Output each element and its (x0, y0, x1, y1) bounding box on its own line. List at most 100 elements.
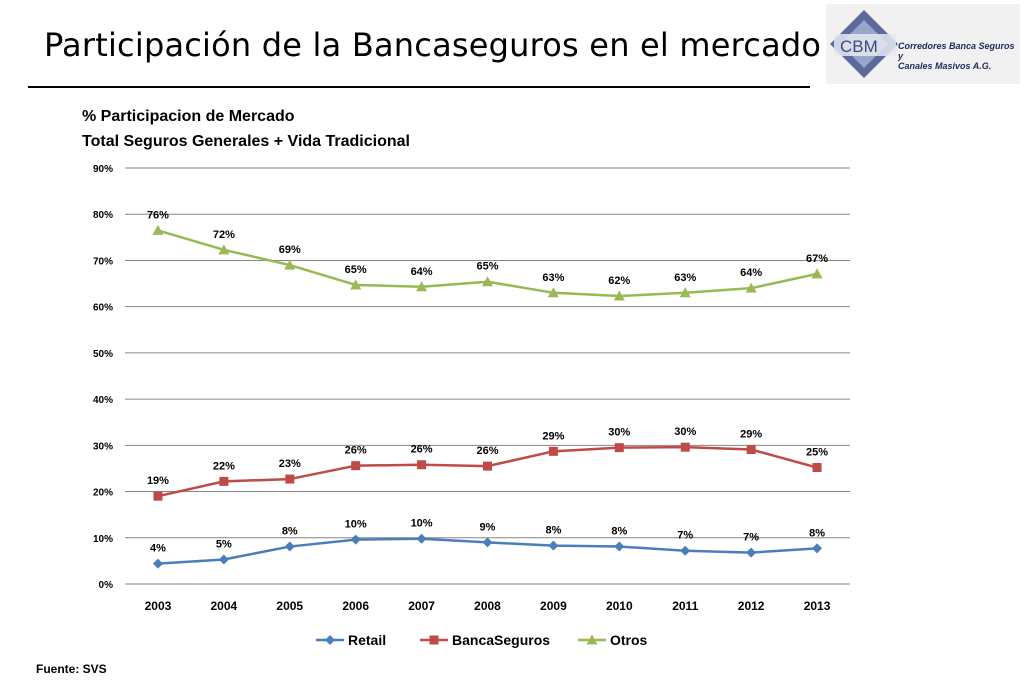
data-point (416, 281, 428, 292)
data-label: 7% (743, 532, 759, 544)
data-point (483, 461, 492, 471)
y-tick-label: 30% (93, 441, 113, 452)
slide-title: Participación de la Bancaseguros en el m… (44, 26, 822, 64)
data-point (745, 282, 757, 293)
y-tick-label: 20% (93, 488, 113, 499)
data-label: 30% (608, 427, 630, 439)
data-point (350, 534, 361, 545)
data-point (218, 244, 230, 255)
data-label: 64% (411, 266, 433, 278)
data-label: 29% (740, 428, 762, 440)
data-label: 63% (674, 272, 696, 284)
legend-marker (586, 634, 598, 645)
cbm-logo-mark: CBM (830, 10, 898, 78)
data-point (680, 545, 691, 556)
data-point (613, 290, 625, 301)
logo-text: Corredores Banca Seguros y Canales Masiv… (898, 41, 1018, 71)
data-point (482, 276, 493, 287)
data-label: 26% (345, 445, 367, 457)
data-point (614, 541, 625, 552)
data-label: 72% (213, 229, 235, 241)
y-tick-label: 40% (93, 395, 113, 406)
data-label: 64% (740, 267, 762, 279)
legend-item-otros: Otros (578, 632, 648, 648)
legend-marker (429, 635, 439, 645)
y-tick-label: 70% (93, 256, 113, 267)
data-point (746, 547, 757, 558)
legend-marker (325, 635, 335, 645)
data-label: 10% (411, 518, 433, 530)
chart-title: % Participacion de Mercado (82, 108, 295, 125)
x-tick-label: 2005 (276, 599, 303, 613)
data-label: 65% (345, 264, 367, 276)
legend-label: BancaSeguros (452, 632, 550, 648)
data-label: 30% (674, 426, 696, 438)
data-label: 8% (611, 526, 627, 538)
logo-line-1: Corredores Banca Seguros y (898, 41, 1015, 61)
data-label: 29% (542, 430, 564, 442)
source-note: Fuente: SVS (36, 662, 107, 676)
data-point (746, 444, 756, 454)
data-point (680, 442, 690, 452)
data-label: 8% (809, 527, 825, 539)
data-label: 10% (345, 519, 367, 531)
data-label: 67% (806, 253, 828, 265)
data-point (547, 287, 559, 298)
logo-line-2: Canales Masivos A.G. (898, 61, 992, 71)
gridlines (125, 167, 850, 585)
series-bancaseguros: 19% 22% 23% 26% 26% 26% 29% 30% 30% 29% 25% (147, 426, 828, 501)
title-divider (28, 86, 810, 88)
data-label: 26% (476, 445, 498, 457)
data-point (548, 446, 558, 456)
data-point (482, 537, 493, 548)
data-point (417, 460, 427, 470)
data-point (350, 279, 362, 290)
cbm-logo: CBM Corredores Banca Seguros y Canales M… (826, 4, 1020, 84)
y-axis-ticks: 0% 10% 20% 30% 40% 50% 60% 70% 80% 90% (93, 164, 113, 591)
data-point (614, 443, 624, 453)
data-point (284, 259, 296, 270)
x-tick-label: 2010 (606, 599, 633, 613)
x-tick-label: 2008 (474, 599, 501, 613)
data-label: 8% (282, 526, 298, 538)
legend-label: Otros (610, 632, 648, 648)
data-point (285, 474, 295, 484)
data-label: 65% (476, 261, 498, 273)
data-label: 9% (480, 521, 496, 533)
data-point (152, 558, 163, 569)
x-tick-label: 2007 (408, 599, 435, 613)
data-label: 26% (411, 444, 433, 456)
x-tick-label: 2012 (738, 599, 765, 613)
y-tick-label: 60% (93, 303, 113, 314)
logo-abbr: CBM (840, 37, 878, 56)
data-point (679, 287, 691, 298)
series: 4% 5% 8% 10% 10% 9% 8% 8% 7% 7% 8% 19% 22% 23% 26% 26% 2… (147, 209, 828, 569)
x-tick-label: 2003 (145, 599, 172, 613)
x-axis-ticks: 2003 2004 2005 2006 2007 2008 2009 2010 2011 2012… (145, 599, 831, 613)
x-tick-label: 2009 (540, 599, 567, 613)
data-point (812, 463, 822, 473)
data-point (351, 461, 361, 471)
data-point (811, 268, 823, 279)
legend-item-retail: Retail (316, 632, 386, 648)
legend-label: Retail (348, 632, 386, 648)
series-otros: 76% 72% 69% 65% 64% 65% 63% 62% 63% 64% 67% (147, 209, 828, 301)
logo-band (834, 34, 896, 56)
data-point (812, 543, 823, 554)
data-label: 19% (147, 475, 169, 487)
x-tick-label: 2004 (211, 599, 238, 613)
y-tick-label: 90% (93, 164, 113, 175)
data-label: 62% (608, 275, 630, 287)
y-tick-label: 80% (93, 210, 113, 221)
y-tick-label: 10% (93, 534, 113, 545)
y-tick-label: 0% (99, 580, 114, 591)
data-label: 7% (677, 530, 693, 542)
data-label: 5% (216, 539, 232, 551)
data-point (219, 476, 229, 486)
series-retail: 4% 5% 8% 10% 10% 9% 8% 8% 7% 7% 8% (150, 518, 825, 569)
data-point (548, 540, 559, 551)
data-point (284, 541, 295, 552)
chart-subtitle: Total Seguros Generales + Vida Tradicion… (82, 133, 410, 150)
data-label: 63% (542, 272, 564, 284)
